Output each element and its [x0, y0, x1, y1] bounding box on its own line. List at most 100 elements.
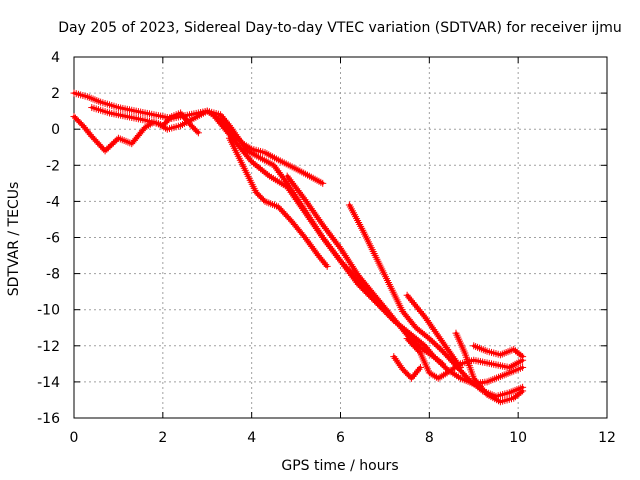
data-point	[320, 223, 328, 231]
data-point	[293, 185, 301, 193]
data-point	[411, 322, 419, 330]
data-point	[283, 212, 291, 220]
data-point	[396, 362, 404, 370]
x-tick-label: 8	[425, 430, 434, 446]
data-series	[70, 89, 527, 406]
data-point	[312, 224, 320, 232]
data-point	[292, 196, 300, 204]
data-point	[408, 339, 416, 347]
data-point	[347, 261, 355, 269]
data-point	[309, 219, 317, 227]
data-point	[296, 201, 304, 209]
data-point	[436, 335, 444, 343]
y-tick-label: -10	[37, 303, 60, 319]
data-point	[412, 302, 420, 310]
data-point	[442, 350, 450, 358]
data-point	[312, 212, 320, 220]
data-point	[339, 260, 347, 268]
data-point	[334, 253, 342, 261]
data-point	[423, 317, 431, 325]
data-point	[512, 347, 520, 355]
axes	[73, 56, 608, 419]
data-point	[98, 144, 106, 152]
series-track-9	[452, 329, 527, 406]
data-point	[345, 267, 353, 275]
data-point	[434, 342, 442, 350]
data-point	[327, 244, 335, 252]
x-tick-label: 2	[158, 430, 167, 446]
data-point	[284, 185, 292, 193]
y-tick-label: -8	[46, 267, 60, 283]
data-point	[309, 244, 317, 252]
data-point	[77, 120, 85, 128]
series-track-2	[70, 109, 202, 155]
data-point	[309, 206, 317, 214]
data-point	[328, 246, 336, 254]
data-point	[251, 161, 259, 169]
data-point	[104, 144, 112, 152]
y-tick-label: 2	[51, 86, 60, 102]
data-point	[274, 167, 282, 175]
data-point	[225, 122, 233, 130]
data-point	[320, 259, 328, 267]
data-point	[304, 237, 312, 245]
data-point	[429, 338, 437, 346]
data-point	[156, 121, 164, 129]
data-point	[409, 341, 417, 349]
data-point	[326, 230, 334, 238]
data-point	[217, 111, 225, 119]
data-point	[338, 246, 346, 254]
data-point	[390, 353, 398, 361]
data-point	[510, 394, 518, 402]
data-point	[295, 199, 303, 207]
data-point	[297, 190, 305, 198]
series-track-4	[225, 134, 331, 270]
data-point	[74, 117, 82, 125]
x-axis-label: GPS time / hours	[281, 458, 398, 474]
data-point	[459, 370, 467, 378]
data-point	[515, 350, 523, 358]
data-point	[163, 117, 171, 125]
data-point	[435, 333, 443, 341]
data-point	[412, 369, 420, 377]
data-point	[342, 253, 350, 261]
data-point	[315, 215, 323, 223]
data-point	[436, 359, 444, 367]
data-point	[438, 361, 446, 369]
data-point	[280, 209, 288, 217]
data-point	[326, 243, 334, 251]
data-point	[341, 252, 349, 260]
data-point	[344, 255, 352, 263]
data-point	[425, 369, 433, 377]
data-point	[71, 114, 79, 122]
data-point	[319, 257, 327, 265]
data-point	[311, 223, 319, 231]
data-point	[339, 248, 347, 256]
data-point	[337, 257, 344, 265]
data-point	[232, 131, 240, 139]
data-point	[332, 239, 340, 247]
data-point	[254, 190, 262, 198]
data-point	[248, 158, 256, 166]
data-point	[395, 360, 403, 368]
data-point	[73, 116, 81, 124]
data-point	[435, 357, 443, 365]
data-point	[429, 324, 437, 332]
data-point	[231, 129, 239, 137]
data-point	[437, 336, 445, 344]
data-point	[517, 351, 525, 359]
y-tick-label: -4	[46, 194, 60, 210]
data-point	[94, 139, 102, 147]
data-point	[434, 331, 442, 339]
data-point	[181, 114, 189, 122]
data-point	[451, 356, 459, 364]
data-point	[405, 293, 413, 301]
series-track-11	[403, 335, 527, 382]
data-point	[408, 297, 416, 305]
data-point	[154, 120, 162, 128]
data-point	[220, 114, 228, 122]
data-point	[415, 365, 423, 373]
data-point	[305, 239, 313, 247]
data-point	[260, 168, 268, 176]
